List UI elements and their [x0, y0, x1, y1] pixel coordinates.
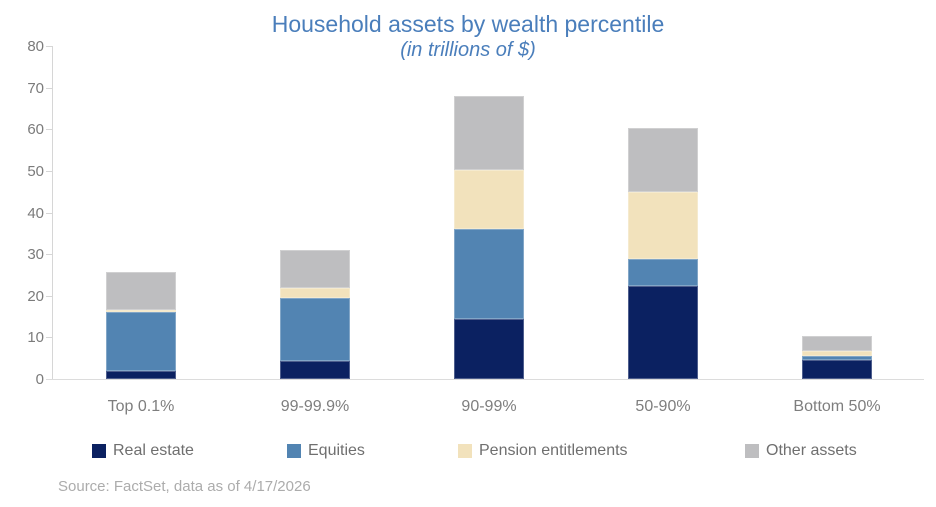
legend-item-pension-entitlements: Pension entitlements — [458, 442, 628, 460]
y-tick-mark — [46, 46, 52, 47]
x-category-label: Bottom 50% — [793, 398, 881, 415]
y-tick-mark — [46, 170, 52, 172]
bar-segment-real-estate — [454, 319, 524, 379]
bar-segment-other-assets — [802, 336, 872, 352]
bar-segment-real-estate — [106, 370, 176, 379]
y-tick-label: 20 — [27, 287, 44, 305]
bar-segment-pension-entitlements — [454, 170, 524, 230]
y-tick-label: 10 — [27, 329, 44, 347]
bar-segment-real-estate — [628, 285, 698, 379]
chart-subtitle: (in trillions of $) — [400, 39, 536, 62]
bar-segment-pension-entitlements — [106, 310, 176, 313]
source-note: Source: FactSet, data as of 4/17/2026 — [58, 478, 311, 495]
legend-item-real-estate: Real estate — [92, 442, 194, 460]
legend-label: Real estate — [113, 442, 194, 459]
y-tick-mark — [46, 295, 52, 297]
bar-segment-other-assets — [106, 271, 176, 311]
bar-segment-other-assets — [628, 128, 698, 193]
y-tick-mark — [46, 254, 52, 256]
x-category-label: Top 0.1% — [107, 398, 175, 415]
y-tick-mark — [46, 129, 52, 131]
bar-segment-real-estate — [802, 359, 872, 379]
x-category-label: 50-90% — [635, 398, 691, 415]
legend-swatch-icon — [287, 444, 301, 458]
y-tick-mark — [46, 87, 52, 89]
x-category-label: 99-99.9% — [280, 398, 350, 415]
bar-segment-pension-entitlements — [628, 192, 698, 259]
bar-segment-other-assets — [454, 95, 524, 171]
chart-title: Household assets by wealth percentile — [271, 11, 665, 37]
y-tick-label: 60 — [27, 121, 44, 139]
bar-segment-pension-entitlements — [280, 288, 350, 298]
x-category-label: 90-99% — [461, 398, 517, 415]
y-tick-label: 50 — [27, 162, 44, 180]
x-axis-line — [46, 379, 924, 380]
y-tick-label: 30 — [27, 246, 44, 264]
legend-label: Other assets — [766, 442, 857, 459]
y-tick-mark — [46, 212, 52, 214]
legend-swatch-icon — [458, 444, 472, 458]
y-tick-label: 40 — [27, 204, 44, 222]
y-tick-label: 70 — [27, 79, 44, 97]
legend-label: Equities — [308, 442, 365, 459]
legend-swatch-icon — [745, 444, 759, 458]
title-block: Household assets by wealth percentile (i… — [0, 11, 936, 62]
bar-segment-other-assets — [280, 249, 350, 289]
legend-swatch-icon — [92, 444, 106, 458]
y-tick-label: 0 — [35, 371, 44, 388]
legend-label: Pension entitlements — [479, 442, 628, 459]
bar-segment-real-estate — [280, 360, 350, 379]
y-axis-line — [52, 46, 53, 379]
bar-segment-equities — [280, 297, 350, 361]
legend-item-other-assets: Other assets — [745, 442, 857, 460]
y-tick-mark — [46, 337, 52, 339]
bar-segment-equities — [628, 258, 698, 286]
legend-item-equities: Equities — [287, 442, 365, 460]
bar-segment-pension-entitlements — [802, 351, 872, 357]
bar-segment-equities — [802, 356, 872, 360]
y-tick-label: 80 — [27, 38, 44, 55]
bar-segment-equities — [106, 312, 176, 371]
bar-segment-equities — [454, 229, 524, 320]
